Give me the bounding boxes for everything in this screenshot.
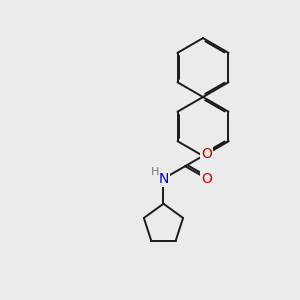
Text: H: H (151, 167, 159, 177)
Text: O: O (201, 172, 212, 186)
Text: O: O (201, 147, 212, 161)
Text: N: N (158, 172, 169, 186)
